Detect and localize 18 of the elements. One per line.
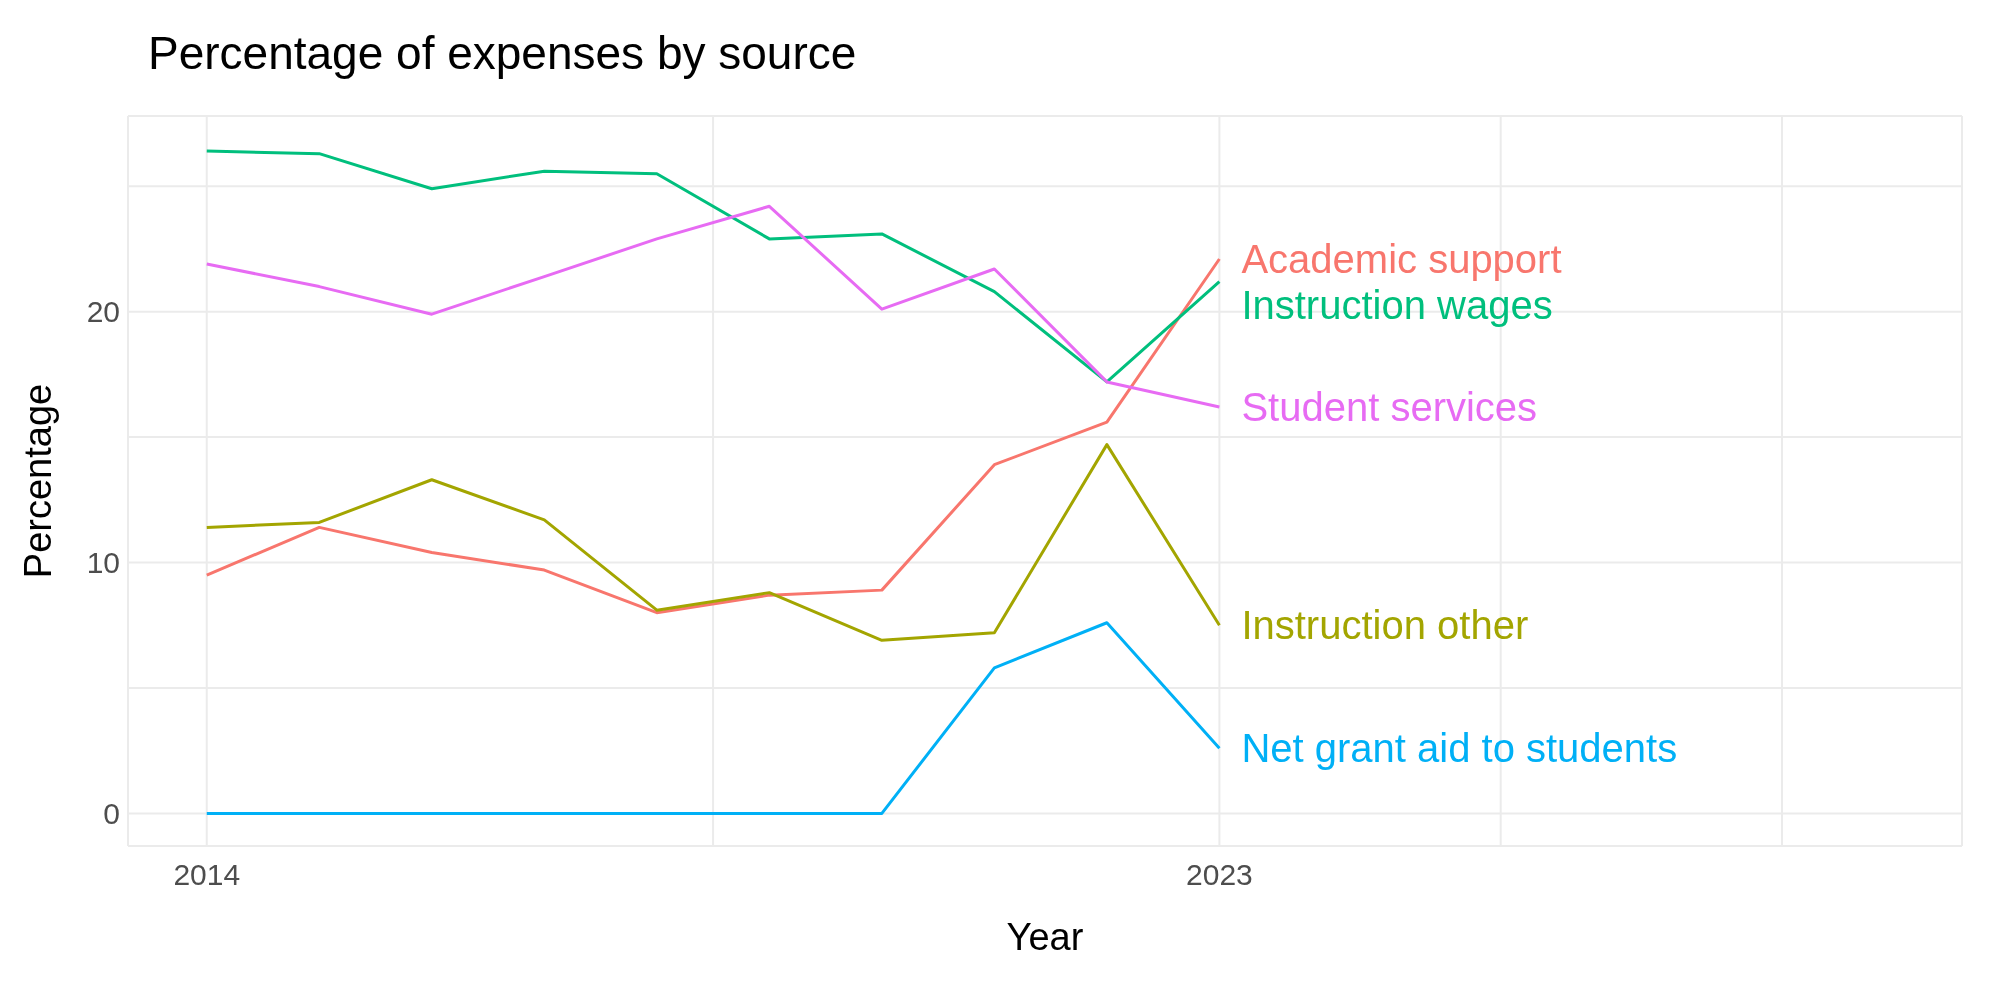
line-series — [205, 149, 1221, 384]
y-tick-label: 0 — [103, 796, 120, 830]
line-series — [205, 443, 1221, 642]
y-tick-label: 20 — [86, 295, 120, 329]
x-axis-title: Year — [1006, 916, 1084, 958]
chart-title: Percentage of expenses by source — [147, 26, 858, 81]
series-label: Net grant aid to students — [1241, 726, 1678, 771]
y-tick-label: 10 — [86, 546, 120, 580]
x-tick-label: 2014 — [173, 858, 241, 892]
series-label: Instruction other — [1241, 603, 1529, 648]
line-series — [205, 621, 1221, 815]
line-series — [205, 257, 1221, 615]
series-label: Student services — [1241, 385, 1538, 429]
series-label: Instruction wages — [1241, 282, 1553, 327]
x-tick-label: 2023 — [1186, 858, 1253, 892]
y-axis-title: Percentage — [17, 383, 60, 579]
line-series — [205, 204, 1221, 409]
series-label: Academic support — [1241, 236, 1562, 281]
